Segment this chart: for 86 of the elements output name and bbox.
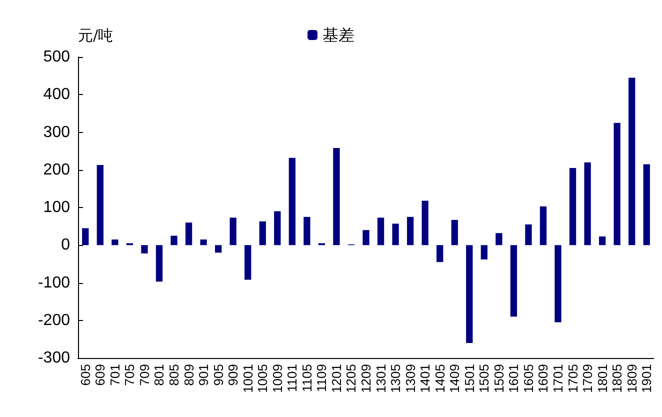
y-tick-label: 0: [61, 236, 70, 254]
y-tick-label: 500: [43, 48, 70, 66]
bar: [200, 239, 207, 246]
x-tick-label: 1705: [565, 364, 580, 393]
x-tick-label: 609: [92, 364, 108, 386]
bar: [510, 245, 518, 317]
x-tick-label: 1701: [550, 364, 566, 393]
y-axis-title: 元/吨: [78, 26, 114, 44]
bar: [112, 239, 118, 246]
x-tick-label: 1501: [462, 364, 477, 393]
bar: [496, 233, 502, 246]
x-tick-label: 905: [210, 364, 226, 386]
bar: [406, 216, 414, 246]
x-tick-label: 1709: [580, 364, 596, 393]
bar: [82, 228, 89, 246]
bar: [304, 216, 310, 246]
x-tick-label: 1401: [418, 364, 433, 393]
bar: [422, 200, 428, 246]
bar: [288, 158, 296, 246]
bar: [525, 224, 532, 246]
x-tick-label: 1201: [328, 364, 344, 393]
x-tick-label: 1405: [432, 364, 448, 393]
bar: [554, 245, 562, 322]
bar: [377, 218, 384, 246]
x-tick-label: 1301: [373, 364, 388, 393]
x-tick-label: 709: [136, 364, 152, 386]
x-tick-label: 909: [226, 364, 241, 386]
x-tick-label: 705: [122, 364, 138, 386]
bar: [156, 245, 163, 282]
bar: [214, 245, 222, 253]
y-tick-label: -200: [38, 312, 70, 329]
x-tick-label: 1809: [624, 364, 640, 393]
y-tick-label: -100: [38, 274, 70, 292]
y-tick-label: 300: [43, 124, 70, 141]
bar: [451, 220, 458, 246]
x-tick-label: 1801: [594, 364, 610, 393]
x-tick-label: 1109: [314, 364, 330, 392]
bar: [230, 218, 236, 246]
x-tick-label: 1901: [639, 364, 654, 393]
bar: [584, 162, 591, 246]
x-tick-label: 1605: [520, 364, 536, 393]
bar: [333, 148, 340, 246]
x-tick-label: 1005: [255, 364, 270, 393]
bar: [436, 245, 444, 262]
bar: [628, 78, 636, 246]
x-tick-label: 1009: [270, 364, 285, 393]
bar: [614, 122, 620, 246]
x-tick-label: 1209: [358, 364, 374, 393]
bar: [540, 206, 547, 246]
bar: [392, 224, 399, 246]
bar: [480, 245, 488, 260]
bar: [170, 236, 178, 246]
bar: [362, 230, 370, 246]
bar: [274, 211, 281, 246]
bar: [466, 245, 473, 343]
x-tick-label: 1105: [299, 364, 314, 392]
y-tick-label: 100: [43, 199, 70, 216]
bar: [244, 245, 252, 280]
x-tick-label: 1309: [402, 364, 418, 393]
x-tick-label: 1305: [388, 364, 404, 393]
y-tick-label: -300: [38, 350, 70, 366]
y-tick-label: 400: [43, 86, 70, 104]
legend-label: 基差: [322, 26, 354, 44]
bar: [141, 245, 148, 254]
bar: [598, 236, 606, 246]
x-tick-label: 701: [107, 364, 122, 386]
x-tick-label: 1505: [476, 364, 492, 393]
bar: [569, 168, 576, 246]
x-tick-label: 809: [181, 364, 196, 386]
x-tick-label: 1409: [447, 364, 462, 393]
x-tick-label: 1509: [491, 364, 506, 393]
x-tick-label: 1601: [506, 364, 522, 393]
bar: [96, 164, 104, 246]
x-tick-label: 1805: [610, 364, 625, 393]
bar: [259, 221, 266, 246]
x-tick-label: 1205: [344, 364, 359, 393]
x-tick-label: 1609: [536, 364, 551, 393]
x-tick-label: 1001: [240, 364, 256, 393]
x-tick-label: 1101: [284, 364, 300, 392]
bar: [643, 164, 650, 246]
x-tick-label: 605: [78, 364, 93, 386]
x-tick-label: 805: [166, 364, 182, 386]
x-tick-label: 801: [152, 364, 167, 386]
x-tick-label: 901: [196, 364, 212, 386]
bar: [185, 222, 192, 246]
y-tick-label: 200: [43, 161, 70, 178]
